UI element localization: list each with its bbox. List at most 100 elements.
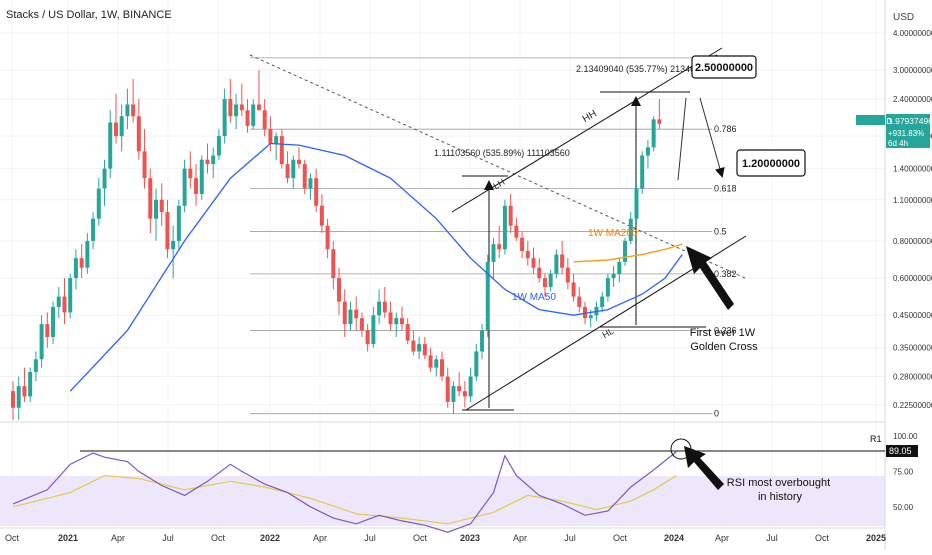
candle-body: [377, 301, 382, 316]
time-tick: Apr: [715, 533, 729, 543]
candle-body: [251, 104, 256, 126]
candle-body: [640, 155, 645, 189]
candle-body: [497, 244, 502, 250]
fib-label: 0.5: [714, 227, 727, 237]
candle-body: [422, 344, 427, 356]
candle-body: [148, 178, 153, 219]
candle-body: [342, 301, 347, 325]
candle-body: [154, 199, 158, 219]
candle-body: [22, 386, 27, 397]
price-tag-price: 1.97937496: [888, 116, 932, 126]
candle-body: [428, 355, 433, 368]
candle-body: [314, 178, 319, 206]
time-tick: 2022: [260, 533, 280, 543]
candle-body: [405, 324, 410, 341]
price-tick: 0.60000000: [893, 274, 932, 283]
candle-body: [645, 147, 650, 156]
price-tag: STXUSD 1.97937496 +931.83% 6d 4h: [856, 114, 932, 148]
descending-trendline: [249, 54, 746, 279]
price-tick: 2.40000000: [893, 95, 932, 104]
candle-body: [234, 104, 239, 117]
candle-body: [365, 330, 370, 345]
candle-body: [142, 151, 147, 179]
candle-body: [165, 212, 170, 250]
target-1-label: 2.50000000: [695, 62, 753, 74]
candle-body: [508, 205, 513, 226]
candle-body: [440, 359, 444, 377]
candle-body: [359, 318, 364, 331]
rsi-overbought-note: RSI most overbought in history: [727, 477, 833, 503]
price-tick: 3.00000000: [893, 66, 932, 75]
target-2-label: 1.20000000: [742, 158, 800, 170]
candle-body: [199, 159, 204, 195]
candle-body: [96, 188, 101, 219]
candle-body: [325, 225, 330, 250]
candle-body: [605, 278, 610, 297]
rsi-tick: 100.00: [893, 432, 918, 441]
measure-1-label: 1.11103560 (535.89%) 111103560: [434, 148, 570, 158]
fib-label: 0.382: [714, 269, 737, 279]
candle-body: [537, 267, 542, 279]
price-tag-change: +931.83%: [888, 129, 924, 138]
time-tick: Oct: [613, 533, 628, 543]
candle-body: [468, 376, 473, 397]
candle-body: [159, 199, 164, 213]
candle-body: [434, 359, 439, 368]
candle-body: [525, 250, 530, 259]
candle-body: [91, 218, 96, 241]
candle-body: [62, 296, 67, 313]
candle-body: [28, 372, 33, 397]
candle-body: [125, 104, 130, 117]
time-tick: 2025: [866, 533, 886, 543]
target-box-2: 1.20000000: [736, 149, 806, 177]
time-tick: Oct: [5, 533, 20, 543]
price-tick: 0.45000000: [893, 311, 932, 320]
time-tick: 2023: [460, 533, 480, 543]
candle-body: [617, 261, 622, 274]
candle-body: [417, 344, 422, 352]
time-axis[interactable]: Oct 2021 Apr Jul Oct 2022 Apr Jul Oct 2023 Apr Jul O…: [5, 533, 886, 543]
time-tick: 2021: [58, 533, 78, 543]
candle-body: [113, 122, 118, 137]
time-tick: Jul: [564, 533, 576, 543]
price-tick: 0.28000000: [893, 373, 932, 382]
candle-body: [348, 309, 353, 325]
projection-arrow: [699, 97, 725, 178]
candle-body: [502, 205, 507, 250]
candle-body: [600, 296, 605, 307]
price-tick: 1.10000000: [893, 196, 932, 205]
rsi-overbought-arrow: [684, 446, 724, 490]
candle-body: [588, 315, 593, 319]
rsi-axis[interactable]: 100.00 75.00 50.00: [893, 432, 918, 512]
candle-body: [657, 119, 662, 124]
channel-upper-line: [451, 47, 723, 213]
price-tick: 0.80000000: [893, 237, 932, 246]
lh-label: LH: [492, 177, 507, 191]
candle-body: [56, 296, 61, 307]
time-tick: Jul: [364, 533, 376, 543]
candle-body: [331, 249, 336, 279]
candle-body: [108, 122, 113, 169]
time-tick: Jul: [766, 533, 778, 543]
time-tick: Oct: [211, 533, 226, 543]
time-tick: Oct: [815, 533, 830, 543]
candle-body: [176, 205, 181, 241]
rsi-r1-value: 89.05: [889, 446, 912, 456]
rsi-tick: 75.00: [893, 467, 914, 476]
price-tick: 0.22500000: [893, 401, 932, 410]
fib-label: 0.618: [714, 184, 737, 194]
golden-cross-arrow: [686, 246, 734, 310]
candle-body: [308, 178, 313, 189]
candle-body: [542, 278, 547, 287]
candle-body: [279, 136, 284, 165]
projection-arrow-2: [677, 97, 687, 181]
ma200-label: 1W MA200: [588, 228, 638, 239]
candle-body: [628, 218, 633, 241]
price-axis[interactable]: 4.000000003.000000002.400000001.80000000…: [893, 29, 932, 410]
candle-body: [623, 240, 628, 262]
candle-body: [382, 301, 387, 313]
candle-body: [262, 110, 267, 130]
candle-body: [565, 267, 570, 283]
symbol-title: Stacks / US Dollar, 1W, BINANCE: [6, 9, 172, 21]
